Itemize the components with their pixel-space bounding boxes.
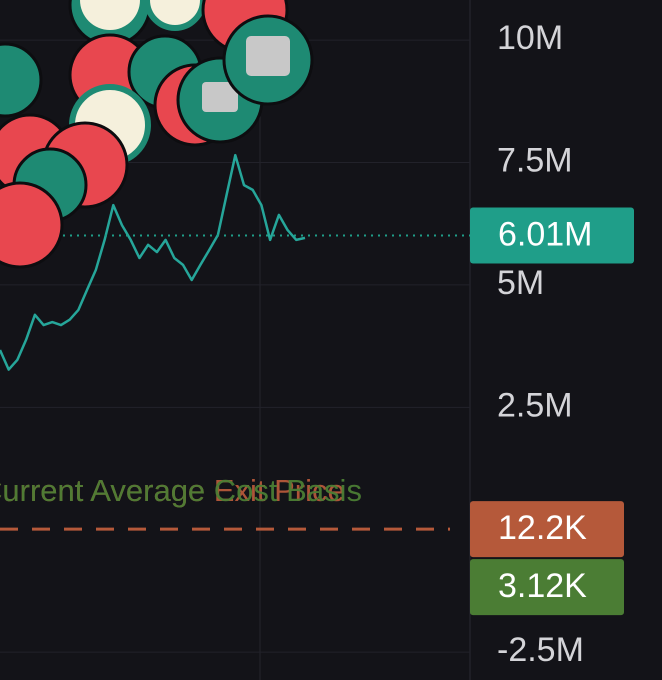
price-tag-label: 12.2K: [498, 509, 587, 547]
y-tick-label: 2.5M: [497, 386, 573, 424]
avatar: [80, 0, 140, 30]
price-tag: [470, 501, 624, 558]
price-tag: [470, 559, 624, 616]
annotation: Current Average Exit Price: [0, 473, 345, 508]
overlay: 10M 7.5M 5M 2.5M -2.5M Current Average Exit P…: [0, 19, 634, 669]
price-tag-label: 3.12K: [498, 567, 587, 605]
price-tag: [470, 207, 634, 264]
price-line: [0, 153, 306, 371]
avatar: [0, 181, 64, 269]
y-tick-label: 7.5M: [497, 142, 573, 180]
robot-icon: [246, 36, 290, 76]
y-tick-label: -2.5M: [497, 631, 584, 669]
price-tag-label: 6.01M: [498, 215, 593, 253]
robot-icon: [202, 82, 238, 112]
y-tick-label: 10M: [497, 19, 563, 57]
avatar: [0, 42, 43, 118]
y-tick-label: 5M: [497, 264, 544, 302]
annotation: Current Average Cost Basis: [0, 473, 362, 508]
avatar: [144, 0, 206, 31]
trader-avatars: [0, 0, 314, 269]
